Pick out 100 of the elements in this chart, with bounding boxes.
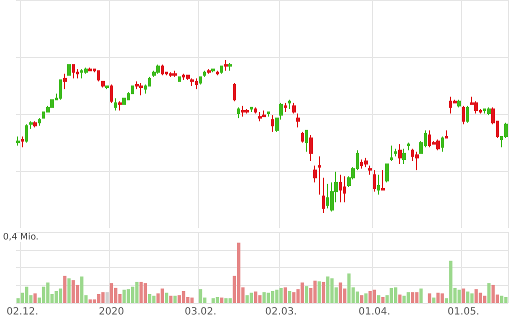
bar (122, 290, 126, 303)
candlestick (368, 165, 372, 176)
candlestick (16, 136, 20, 146)
bar (410, 292, 414, 303)
candlestick (436, 139, 440, 151)
candlestick (474, 100, 478, 114)
bar (24, 286, 28, 303)
bar (478, 292, 482, 303)
bar (458, 290, 461, 303)
bar (356, 292, 360, 303)
bar (139, 282, 143, 303)
bar (237, 242, 240, 303)
candlestick (105, 86, 109, 90)
bar (258, 295, 262, 303)
bar (449, 260, 452, 303)
candlestick (33, 120, 37, 128)
bar (462, 288, 466, 303)
bar (376, 295, 380, 303)
candlestick (190, 78, 194, 87)
bar (67, 278, 71, 303)
candlestick (173, 70, 177, 78)
bar (58, 288, 62, 303)
bar (212, 298, 215, 303)
bar (368, 290, 372, 303)
bar (398, 294, 402, 303)
bar (106, 292, 109, 303)
candlestick (462, 105, 465, 125)
bar (72, 280, 75, 303)
candlestick (29, 120, 33, 130)
bar (220, 298, 224, 303)
bar (504, 296, 508, 303)
x-tick-label: 02.03. (265, 306, 297, 318)
bar (415, 292, 418, 303)
candlestick (364, 157, 368, 168)
bar (483, 296, 486, 303)
candlestick (67, 64, 71, 76)
x-tick-label: 02.12. (6, 306, 38, 318)
candlestick (21, 136, 24, 148)
candlestick (63, 73, 67, 90)
bar (474, 289, 478, 303)
candlestick (441, 136, 444, 152)
x-tick-label: 01.05. (448, 306, 480, 318)
candlestick (271, 114, 274, 132)
bar (436, 292, 440, 303)
bar (487, 283, 491, 303)
candlestick (207, 68, 211, 74)
candlestick (466, 105, 469, 124)
candlestick (457, 99, 461, 108)
bar (216, 296, 220, 303)
bar (228, 298, 232, 303)
bar (54, 290, 58, 303)
candlestick (373, 170, 376, 192)
candlestick (254, 106, 257, 114)
candlestick (309, 134, 313, 162)
bar (110, 283, 114, 303)
candlestick (407, 142, 410, 151)
candlestick (84, 67, 88, 74)
bar (182, 290, 186, 303)
candlestick (224, 60, 228, 72)
candlestick (339, 174, 342, 203)
bar (169, 296, 172, 303)
candlestick (381, 170, 385, 191)
candlestick (118, 100, 122, 111)
candlestick (245, 108, 249, 114)
candlestick (487, 106, 491, 116)
bar (135, 282, 139, 303)
bar (178, 295, 181, 303)
bar (190, 298, 194, 303)
bar (432, 298, 436, 303)
candlestick (296, 113, 300, 128)
candlestick (402, 148, 406, 165)
candlestick (237, 106, 240, 119)
bar (292, 292, 296, 303)
candlestick (156, 64, 160, 74)
candlestick (305, 130, 308, 152)
candlestick (233, 82, 236, 102)
bar (262, 292, 266, 303)
bar (394, 287, 398, 303)
bar (254, 292, 258, 303)
bar (148, 294, 152, 303)
candlestick (267, 112, 270, 118)
candlestick (250, 106, 253, 113)
candlestick (390, 145, 393, 162)
candlestick (139, 82, 143, 96)
bar (284, 287, 287, 303)
bar (318, 281, 321, 303)
bar (390, 288, 394, 303)
bar (46, 282, 50, 303)
candlestick (161, 64, 164, 76)
bar (88, 299, 92, 303)
candlestick (322, 177, 325, 214)
candlestick (292, 102, 296, 114)
bar (338, 282, 342, 303)
text: 0,4 Mio. (3, 232, 39, 242)
candlestick (211, 68, 215, 73)
bar (270, 290, 274, 303)
bar (126, 289, 130, 303)
candlestick (97, 70, 100, 82)
candlestick (101, 80, 105, 88)
bar (198, 289, 202, 303)
